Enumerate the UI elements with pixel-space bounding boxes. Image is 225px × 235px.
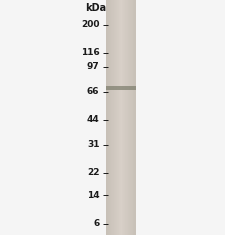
Bar [125,0,126,235]
Bar [122,0,123,235]
Text: 200: 200 [81,20,99,29]
Bar [131,0,132,235]
Bar [132,0,133,235]
Bar [106,0,135,235]
Bar [120,0,121,235]
Bar [107,0,108,235]
Bar [111,0,112,235]
Text: 97: 97 [86,63,99,71]
Bar [118,0,119,235]
Bar [127,0,128,235]
Bar [129,0,130,235]
Text: 31: 31 [87,140,99,149]
Text: 66: 66 [87,87,99,96]
Bar [106,0,107,235]
Text: 116: 116 [80,48,99,57]
Bar [133,0,134,235]
Bar [112,0,113,235]
Bar [117,0,118,235]
Bar [121,0,122,235]
Bar [108,0,109,235]
Text: 44: 44 [86,115,99,124]
Bar [128,0,129,235]
Bar [110,0,111,235]
Bar [106,86,135,90]
Text: 22: 22 [87,168,99,177]
Bar [116,0,117,235]
Bar [130,0,131,235]
Bar [115,0,116,235]
Text: 6: 6 [93,219,99,228]
Bar [123,0,124,235]
Bar [109,0,110,235]
Bar [134,0,135,235]
Bar [124,0,125,235]
Bar [119,0,120,235]
Bar [113,0,114,235]
Text: 14: 14 [86,191,99,200]
Bar [114,0,115,235]
Text: kDa: kDa [85,3,106,13]
Bar [126,0,127,235]
